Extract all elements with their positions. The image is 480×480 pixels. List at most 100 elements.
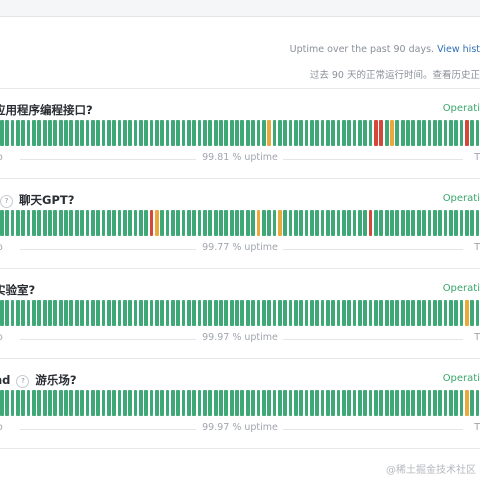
day-bar-ok[interactable] — [384, 120, 389, 146]
day-bar-ok[interactable] — [128, 390, 132, 416]
day-bar-ok[interactable] — [283, 390, 287, 416]
day-bar-ok[interactable] — [154, 390, 159, 416]
day-bar-ok[interactable] — [347, 300, 352, 326]
day-bar-ok[interactable] — [336, 120, 341, 146]
day-bar-ok[interactable] — [470, 300, 474, 326]
day-bar-ok[interactable] — [374, 210, 378, 236]
day-bar-ok[interactable] — [21, 120, 26, 146]
day-bar-ok[interactable] — [320, 300, 325, 326]
day-bar-ok[interactable] — [176, 390, 181, 416]
day-bar-ok[interactable] — [208, 300, 213, 326]
day-bar-ok[interactable] — [309, 300, 314, 326]
help-icon[interactable]: ? — [0, 195, 13, 208]
day-bar-ok[interactable] — [283, 210, 287, 236]
day-bar-ok[interactable] — [192, 210, 197, 236]
day-bar-ok[interactable] — [272, 120, 277, 146]
day-bar-ok[interactable] — [53, 120, 58, 146]
day-bar-ok[interactable] — [448, 300, 453, 326]
day-bar-ok[interactable] — [16, 300, 20, 326]
day-bar-ok[interactable] — [176, 120, 181, 146]
day-bar-ok[interactable] — [85, 300, 90, 326]
day-bar-ok[interactable] — [475, 120, 480, 146]
day-bar-ok[interactable] — [21, 210, 26, 236]
day-bar-ok[interactable] — [26, 300, 31, 326]
day-bar-ok[interactable] — [42, 210, 47, 236]
day-bar-ok[interactable] — [438, 300, 442, 326]
day-bar-ok[interactable] — [304, 300, 309, 326]
day-bar-ok[interactable] — [411, 300, 416, 326]
day-bar-ok[interactable] — [133, 210, 138, 236]
day-bar-ok[interactable] — [470, 390, 474, 416]
day-bar-ok[interactable] — [181, 210, 186, 236]
day-bar-ok[interactable] — [213, 120, 218, 146]
day-bar-ok[interactable] — [106, 210, 111, 236]
day-bar-ok[interactable] — [374, 390, 378, 416]
day-bar-ok[interactable] — [288, 210, 293, 236]
day-bar-ok[interactable] — [74, 210, 79, 236]
day-bar-ok[interactable] — [101, 390, 106, 416]
day-bar-major[interactable] — [379, 120, 384, 146]
day-bar-ok[interactable] — [106, 300, 111, 326]
day-bar-ok[interactable] — [58, 210, 63, 236]
day-bar-ok[interactable] — [117, 300, 122, 326]
day-bar-ok[interactable] — [96, 300, 100, 326]
day-bar-ok[interactable] — [427, 210, 432, 236]
day-bar-ok[interactable] — [208, 120, 213, 146]
day-bar-ok[interactable] — [187, 390, 191, 416]
day-bar-ok[interactable] — [203, 390, 207, 416]
day-bar-ok[interactable] — [251, 300, 255, 326]
day-bar-ok[interactable] — [336, 390, 341, 416]
day-bar-ok[interactable] — [16, 120, 20, 146]
day-bar-ok[interactable] — [406, 210, 410, 236]
day-bar-ok[interactable] — [422, 210, 426, 236]
day-bar-ok[interactable] — [422, 390, 426, 416]
day-bar-ok[interactable] — [197, 390, 202, 416]
day-bar-ok[interactable] — [171, 300, 175, 326]
day-bar-ok[interactable] — [160, 120, 165, 146]
day-bar-ok[interactable] — [133, 120, 138, 146]
day-bar-ok[interactable] — [37, 210, 42, 236]
day-bar-ok[interactable] — [219, 300, 223, 326]
day-bar-ok[interactable] — [272, 390, 277, 416]
day-bar-ok[interactable] — [0, 120, 4, 146]
day-bar-ok[interactable] — [368, 300, 373, 326]
day-bar-ok[interactable] — [342, 120, 346, 146]
day-bar-ok[interactable] — [245, 300, 250, 326]
day-bar-ok[interactable] — [309, 210, 314, 236]
day-bar-ok[interactable] — [342, 390, 346, 416]
day-bar-ok[interactable] — [122, 390, 127, 416]
day-bar-ok[interactable] — [379, 390, 384, 416]
day-bar-ok[interactable] — [229, 120, 234, 146]
day-bar-ok[interactable] — [53, 390, 58, 416]
day-bar-ok[interactable] — [363, 210, 368, 236]
day-bar-ok[interactable] — [390, 210, 394, 236]
day-bar-ok[interactable] — [0, 390, 4, 416]
day-bar-ok[interactable] — [454, 300, 458, 326]
day-bar-ok[interactable] — [304, 120, 309, 146]
day-bar-ok[interactable] — [224, 300, 229, 326]
day-bar-ok[interactable] — [347, 390, 352, 416]
day-bar-ok[interactable] — [144, 300, 149, 326]
day-bar-ok[interactable] — [5, 210, 10, 236]
day-bar-ok[interactable] — [261, 300, 266, 326]
day-bar-ok[interactable] — [240, 300, 245, 326]
day-bar-ok[interactable] — [112, 390, 116, 416]
day-bar-ok[interactable] — [219, 210, 223, 236]
day-bar-ok[interactable] — [235, 300, 239, 326]
day-bar-ok[interactable] — [69, 300, 74, 326]
day-bar-ok[interactable] — [90, 120, 95, 146]
day-bar-ok[interactable] — [197, 300, 202, 326]
day-bar-ok[interactable] — [293, 120, 298, 146]
day-bar-ok[interactable] — [181, 300, 186, 326]
day-bar-ok[interactable] — [352, 120, 357, 146]
day-bar-ok[interactable] — [80, 390, 84, 416]
day-bar-ok[interactable] — [26, 390, 31, 416]
day-bar-ok[interactable] — [336, 210, 341, 236]
day-bar-ok[interactable] — [32, 210, 36, 236]
day-bar-ok[interactable] — [181, 120, 186, 146]
day-bar-ok[interactable] — [368, 390, 373, 416]
day-bar-ok[interactable] — [165, 120, 170, 146]
day-bar-ok[interactable] — [235, 210, 239, 236]
day-bar-ok[interactable] — [390, 390, 394, 416]
day-bar-ok[interactable] — [299, 210, 303, 236]
